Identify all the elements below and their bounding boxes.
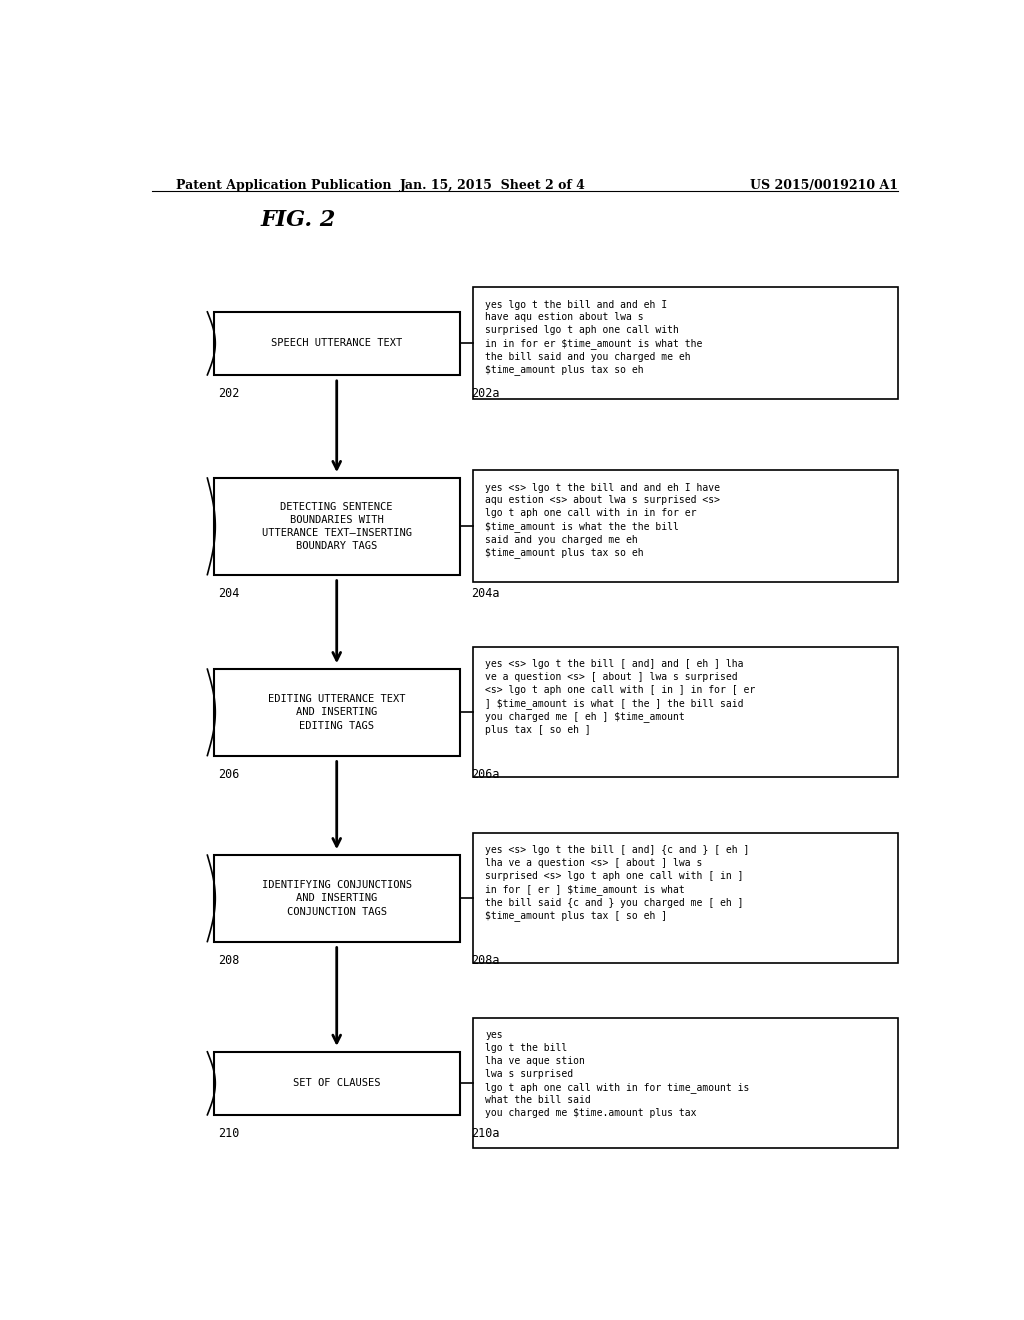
Bar — [214, 855, 460, 941]
Text: 206: 206 — [218, 768, 239, 780]
Text: 202a: 202a — [471, 387, 500, 400]
Bar — [473, 288, 898, 399]
Text: Patent Application Publication: Patent Application Publication — [176, 178, 391, 191]
Bar — [473, 833, 898, 964]
Text: yes <s> lgo t the bill [ and] {c and } [ eh ]
lha ve a question <s> [ about ] lw: yes <s> lgo t the bill [ and] {c and } [… — [485, 846, 750, 921]
Text: EDITING UTTERANCE TEXT
AND INSERTING
EDITING TAGS: EDITING UTTERANCE TEXT AND INSERTING EDI… — [268, 694, 406, 730]
Bar — [473, 647, 898, 777]
Text: Jan. 15, 2015  Sheet 2 of 4: Jan. 15, 2015 Sheet 2 of 4 — [400, 178, 586, 191]
Text: IDENTIFYING CONJUNCTIONS
AND INSERTING
CONJUNCTION TAGS: IDENTIFYING CONJUNCTIONS AND INSERTING C… — [262, 880, 412, 916]
Text: 208: 208 — [218, 954, 239, 966]
Text: 202: 202 — [218, 387, 239, 400]
Bar — [214, 478, 460, 574]
Bar — [473, 1018, 898, 1148]
Text: 204a: 204a — [471, 587, 500, 599]
Text: yes
lgo t the bill
lha ve aque stion
lwa s surprised
lgo t aph one call with in : yes lgo t the bill lha ve aque stion lwa… — [485, 1031, 750, 1118]
Text: DETECTING SENTENCE
BOUNDARIES WITH
UTTERANCE TEXT–INSERTING
BOUNDARY TAGS: DETECTING SENTENCE BOUNDARIES WITH UTTER… — [262, 502, 412, 552]
Text: 210a: 210a — [471, 1127, 500, 1140]
Text: 206a: 206a — [471, 768, 500, 780]
Text: 208a: 208a — [471, 954, 500, 966]
Bar — [214, 1052, 460, 1115]
Text: US 2015/0019210 A1: US 2015/0019210 A1 — [750, 178, 898, 191]
Text: 210: 210 — [218, 1127, 239, 1140]
Text: yes <s> lgo t the bill [ and] and [ eh ] lha
ve a question <s> [ about ] lwa s s: yes <s> lgo t the bill [ and] and [ eh ]… — [485, 660, 756, 735]
Bar — [214, 312, 460, 375]
Bar — [214, 669, 460, 755]
Text: 204: 204 — [218, 587, 239, 599]
Text: FIG. 2: FIG. 2 — [261, 210, 336, 231]
Text: SET OF CLAUSES: SET OF CLAUSES — [293, 1078, 381, 1088]
Text: SPEECH UTTERANCE TEXT: SPEECH UTTERANCE TEXT — [271, 338, 402, 348]
Text: yes lgo t the bill and and eh I
have aqu estion about lwa s
surprised lgo t aph : yes lgo t the bill and and eh I have aqu… — [485, 300, 702, 375]
Bar — [473, 470, 898, 582]
Text: yes <s> lgo t the bill and and eh I have
aqu estion <s> about lwa s surprised <s: yes <s> lgo t the bill and and eh I have… — [485, 483, 720, 558]
